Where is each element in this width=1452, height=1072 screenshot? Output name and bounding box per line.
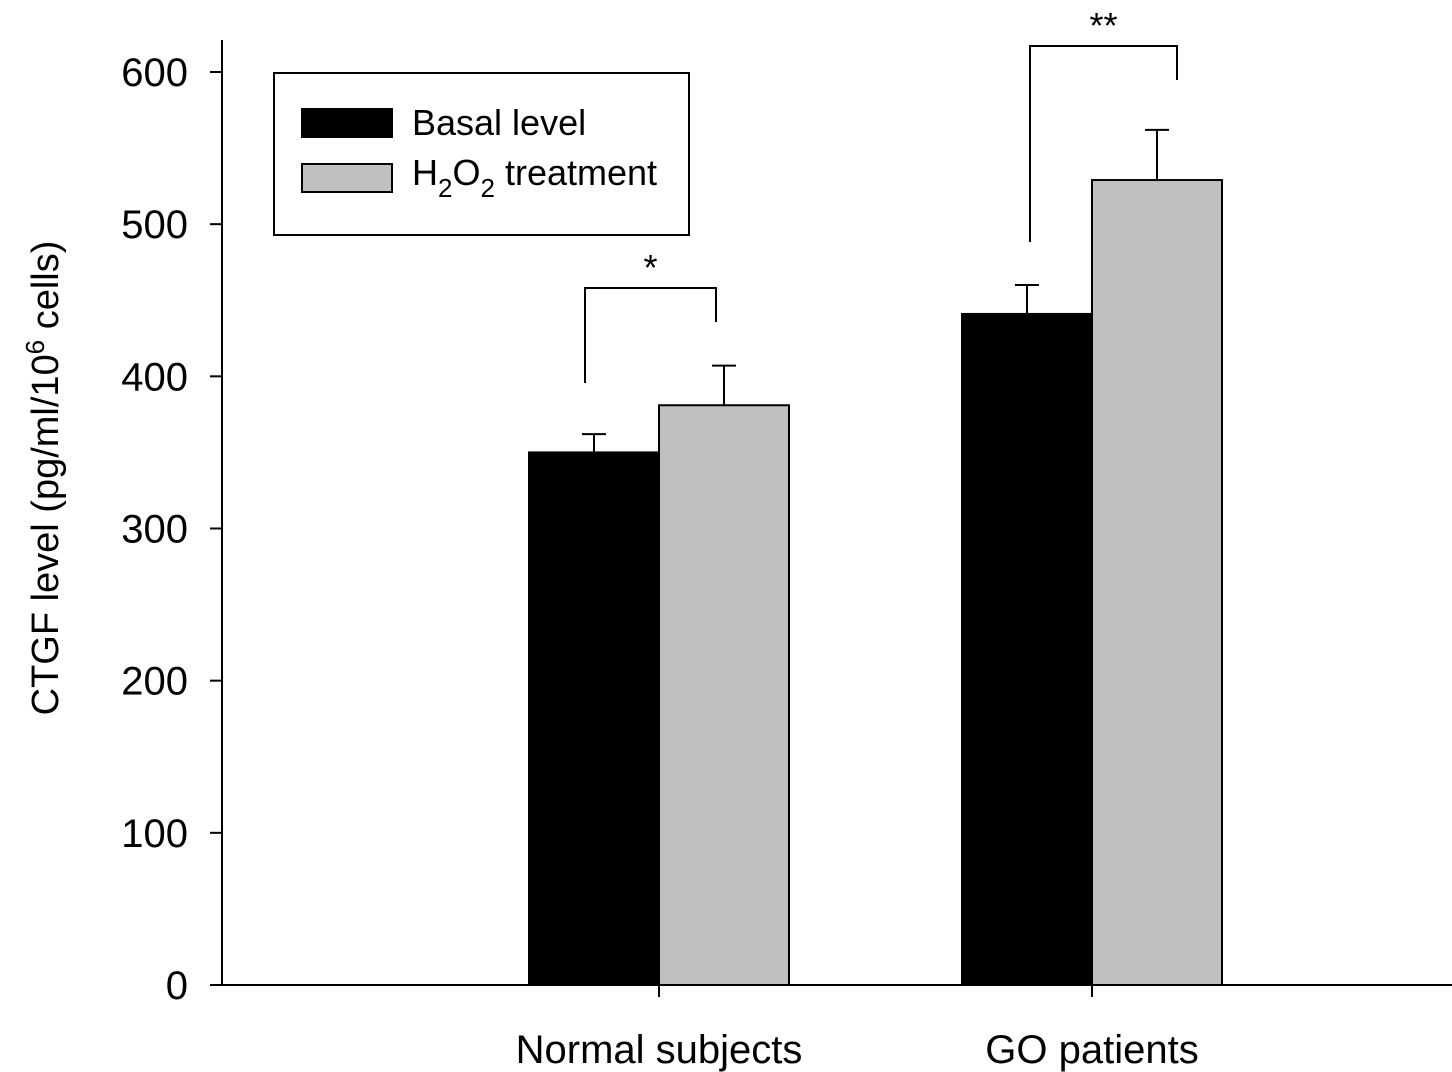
bars [528, 179, 1223, 986]
significance-marker: * [643, 247, 657, 288]
significance-bracket [1029, 45, 1178, 242]
axes [221, 40, 1452, 997]
y-axis-title-main: CTGF level (pg/ml/10 [25, 354, 67, 715]
x-category-label: GO patients [985, 1028, 1198, 1072]
legend-h2o2-h: H [412, 152, 438, 193]
bar [1091, 179, 1223, 986]
category-labels: Normal subjects GO patients [516, 1028, 1199, 1072]
y-axis-title-end: cells) [25, 241, 67, 340]
legend-h2o2-sub2: 2 [480, 173, 494, 203]
legend-label-basal: Basal level [412, 102, 586, 143]
bar [528, 451, 660, 986]
y-axis-title-sup: 6 [20, 340, 50, 354]
legend-swatch-basal [301, 108, 393, 138]
y-tick-label: 600 [121, 51, 188, 95]
y-tick-label: 500 [121, 203, 188, 247]
significance-marker: ** [1089, 5, 1117, 46]
y-tick-label: 100 [121, 812, 188, 856]
legend-swatch-h2o2 [301, 163, 393, 193]
y-tick-label: 0 [166, 964, 188, 1008]
significance-bracket [584, 287, 717, 383]
y-tick-label: 300 [121, 508, 188, 552]
legend-h2o2-treatment: treatment [495, 152, 657, 193]
y-ticks: 0 100 200 300 400 500 600 [121, 51, 222, 1008]
legend-box [273, 72, 690, 236]
bar [961, 312, 1093, 986]
error-bars [582, 128, 1169, 453]
legend-h2o2-o: O [452, 152, 480, 193]
x-category-label: Normal subjects [516, 1028, 803, 1072]
significance-brackets: *** [584, 5, 1178, 383]
legend: Basal level H2O2 treatment [273, 72, 690, 236]
y-axis-title: CTGF level (pg/ml/106 cells) [20, 241, 67, 716]
y-tick-label: 400 [121, 355, 188, 399]
legend-h2o2-sub1: 2 [438, 173, 452, 203]
bar [658, 404, 790, 986]
y-tick-label: 200 [121, 660, 188, 704]
legend-label-h2o2: H2O2 treatment [412, 152, 657, 203]
